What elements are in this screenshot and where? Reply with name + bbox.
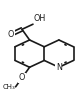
- Text: N: N: [56, 63, 62, 72]
- Text: O: O: [8, 30, 14, 39]
- Text: OH: OH: [34, 14, 46, 23]
- Text: O: O: [19, 73, 25, 82]
- Text: CH₃: CH₃: [2, 84, 15, 90]
